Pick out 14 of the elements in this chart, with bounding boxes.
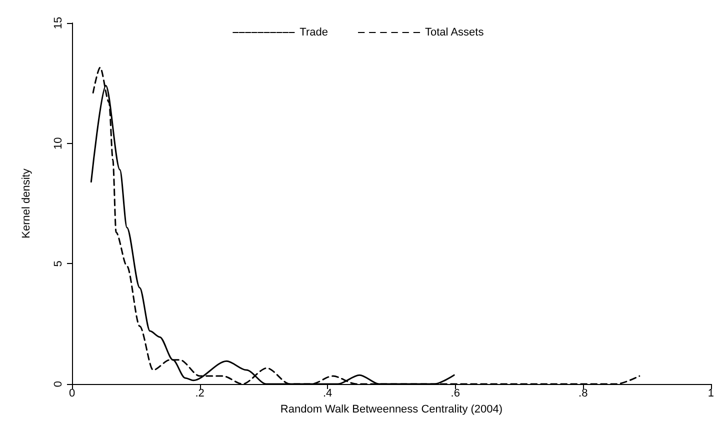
y-tick-label: 10 (52, 137, 64, 150)
y-axis-title: Kernel density (20, 168, 32, 238)
x-tick-label: .4 (322, 388, 332, 400)
x-tick-label: .6 (450, 388, 460, 400)
x-tick-label: .2 (195, 388, 204, 400)
x-tick-label: 1 (708, 388, 714, 400)
y-tick-label: 15 (52, 16, 64, 30)
y-tick-label: 5 (52, 260, 64, 267)
legend-label: Total Assets (425, 26, 484, 38)
x-tick-label: .8 (578, 388, 588, 400)
y-tick-label: 0 (52, 380, 64, 388)
x-tick-label: 0 (68, 388, 76, 400)
x-axis-title: Random Walk Betweenness Centrality (2004) (280, 403, 503, 416)
legend-label: Trade (300, 26, 328, 38)
